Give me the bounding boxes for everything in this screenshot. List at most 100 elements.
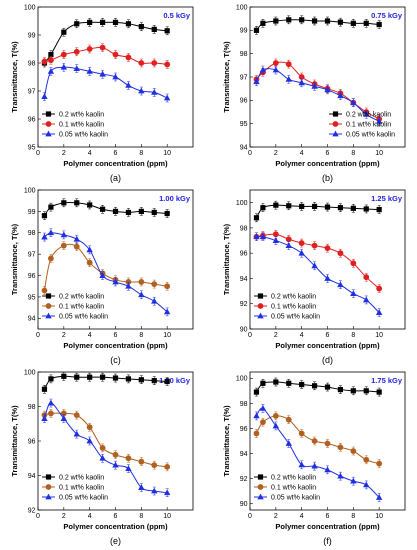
x-tick-label: 8 xyxy=(139,150,143,157)
data-point xyxy=(151,378,157,384)
data-point xyxy=(48,204,54,210)
data-point xyxy=(350,290,357,297)
data-point xyxy=(259,66,267,73)
dose-label: 0.75 kGy xyxy=(371,11,403,20)
series-1 xyxy=(41,409,171,472)
data-point xyxy=(253,78,260,85)
y-tick-label: 100 xyxy=(236,200,248,207)
legend-entry: 0.05 wt% kaolin xyxy=(59,131,108,138)
panel-caption: (c) xyxy=(110,355,121,365)
data-point xyxy=(138,279,145,285)
y-tick-label: 100 xyxy=(24,187,36,194)
data-point xyxy=(337,205,344,211)
legend: 0.2 wt% kaolin 0.1 wt% kaolin 0.05 wt% kao… xyxy=(42,111,108,138)
x-tick-label: 10 xyxy=(375,513,383,520)
data-point xyxy=(125,279,132,285)
x-tick-label: 4 xyxy=(300,332,304,339)
legend-entry: 0.05 wt% kaolin xyxy=(271,494,320,501)
legend-entry: 0.1 wt% kaolin xyxy=(59,121,104,128)
series-0 xyxy=(41,18,170,68)
data-point xyxy=(299,17,305,23)
data-point xyxy=(363,481,370,488)
data-point xyxy=(60,242,67,249)
data-point xyxy=(138,377,144,383)
data-point xyxy=(286,203,292,209)
data-point xyxy=(350,260,357,267)
y-tick-label: 96 xyxy=(28,273,36,280)
data-point xyxy=(324,18,331,24)
series-1 xyxy=(41,241,171,295)
data-point xyxy=(86,68,93,74)
y-tick-label: 95 xyxy=(240,121,248,128)
y-tick-label: 96 xyxy=(240,98,248,105)
legend-marker xyxy=(332,130,339,137)
x-tick-label: 6 xyxy=(326,332,330,339)
data-point xyxy=(60,410,67,417)
data-point xyxy=(285,75,292,82)
data-point xyxy=(298,240,305,246)
y-axis-label: Transmittance, T(%) xyxy=(222,223,231,295)
x-tick-label: 6 xyxy=(114,150,118,157)
data-point xyxy=(86,424,93,431)
legend-marker xyxy=(332,111,339,117)
data-point xyxy=(363,296,370,303)
x-tick-label: 0 xyxy=(36,513,40,520)
data-point xyxy=(337,92,344,99)
x-tick-label: 2 xyxy=(274,513,278,520)
data-point xyxy=(151,281,158,287)
data-point xyxy=(41,287,48,294)
data-point xyxy=(99,44,106,51)
legend-entry: 0.05 wt% kaolin xyxy=(346,131,395,138)
data-point xyxy=(363,110,370,117)
y-tick-label: 100 xyxy=(236,4,248,11)
y-tick-label: 90 xyxy=(240,501,248,508)
data-point xyxy=(324,204,331,210)
series-2 xyxy=(253,232,383,317)
data-point xyxy=(99,206,106,212)
data-point xyxy=(87,19,93,25)
y-tick-label: 97 xyxy=(240,74,248,81)
data-point xyxy=(138,60,145,66)
y-axis-label: Transmittance, T(%) xyxy=(10,41,19,113)
data-point xyxy=(285,416,292,423)
data-point xyxy=(363,388,369,394)
chart-panel-a: 0 2 4 6 8 10 95 96 97 98 99 100 Polymer concentratio… xyxy=(10,4,194,183)
legend-marker xyxy=(45,484,52,490)
y-tick-label: 92 xyxy=(240,476,248,483)
y-tick-label: 94 xyxy=(240,276,248,283)
data-point xyxy=(164,28,170,34)
data-point xyxy=(47,399,55,406)
x-tick-label: 6 xyxy=(114,513,118,520)
series-line xyxy=(43,66,168,99)
legend-entry: 0.2 wt% kaolin xyxy=(271,474,316,481)
y-tick-label: 98 xyxy=(28,404,36,411)
panel-caption: (a) xyxy=(110,173,121,183)
data-point xyxy=(86,246,93,253)
series-1 xyxy=(41,43,171,69)
data-point xyxy=(375,117,383,124)
data-point xyxy=(60,63,68,70)
chart-panel-e: 0 2 4 6 8 10 92 94 96 98 100 Polymer concentration … xyxy=(10,369,194,546)
y-tick-label: 96 xyxy=(28,116,36,123)
x-axis-label: Polymer concentration (ppm) xyxy=(63,341,168,350)
data-point xyxy=(363,274,370,281)
y-tick-label: 100 xyxy=(236,376,248,383)
data-point xyxy=(41,213,48,219)
data-point xyxy=(285,242,292,248)
data-point xyxy=(151,60,158,66)
data-point xyxy=(112,51,119,58)
data-point xyxy=(125,82,132,88)
data-point xyxy=(112,73,119,80)
legend-marker xyxy=(257,474,264,480)
data-point xyxy=(125,54,132,61)
data-point xyxy=(99,445,106,451)
data-point xyxy=(260,205,266,211)
data-point xyxy=(74,374,80,380)
x-tick-label: 2 xyxy=(62,332,66,339)
data-point xyxy=(285,61,292,68)
data-point xyxy=(99,374,106,380)
x-tick-label: 10 xyxy=(163,332,171,339)
x-tick-label: 8 xyxy=(139,332,143,339)
data-point xyxy=(375,494,383,500)
data-point xyxy=(125,376,132,382)
